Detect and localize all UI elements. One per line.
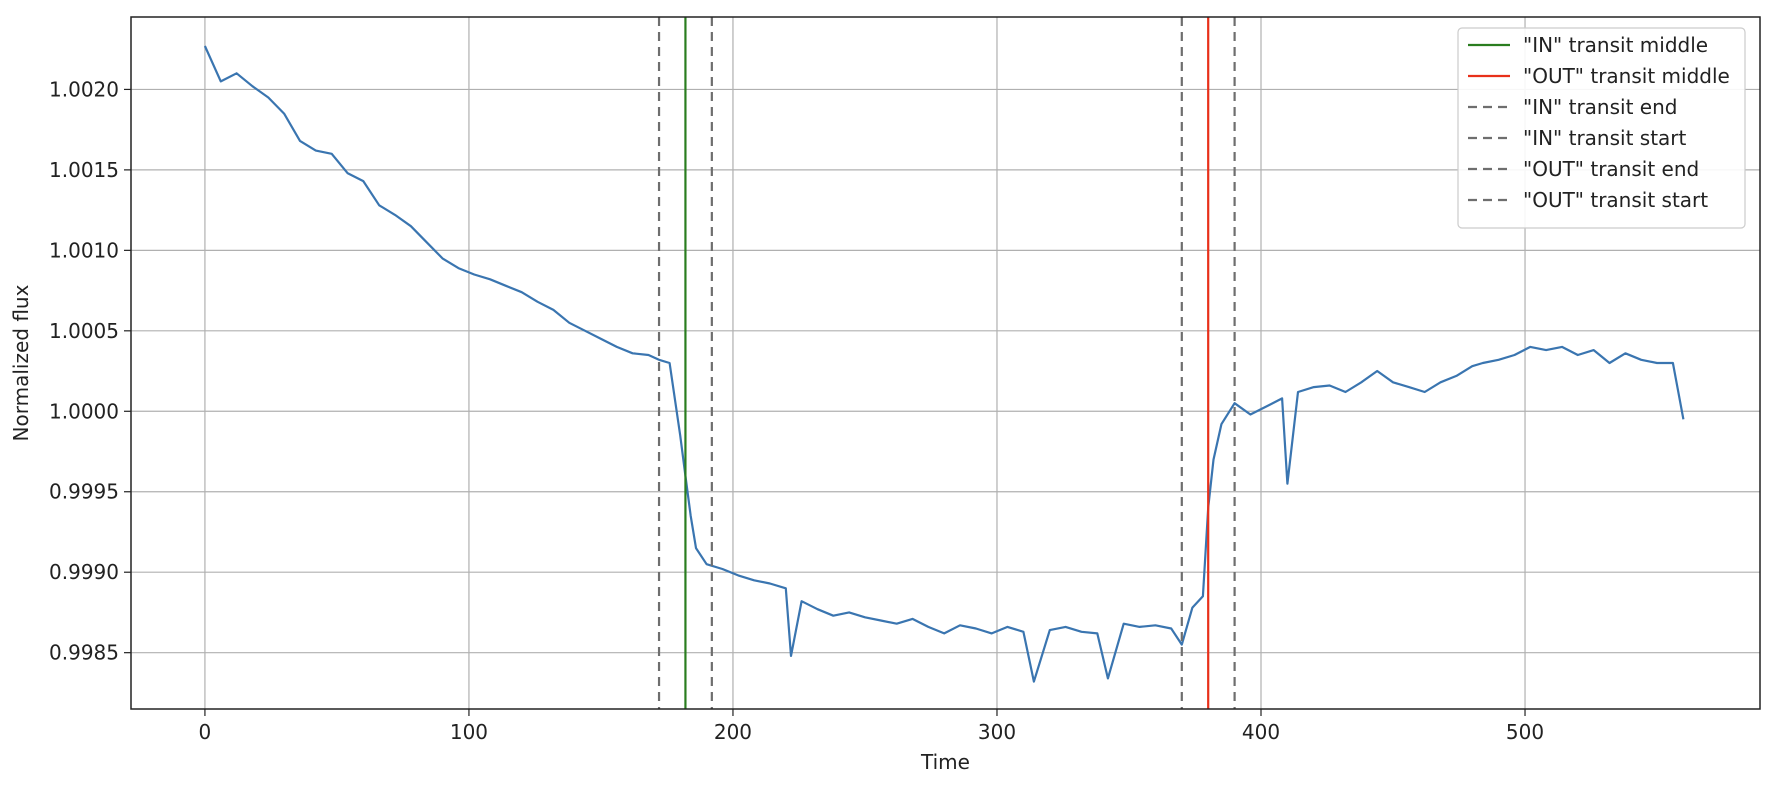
y-tick-label: 1.0010	[49, 238, 119, 262]
x-tick-label: 100	[450, 720, 488, 744]
y-tick-label: 1.0020	[49, 77, 119, 101]
legend-label: "IN" transit start	[1523, 126, 1687, 150]
x-tick-label: 500	[1506, 720, 1544, 744]
y-tick-label: 0.9995	[49, 480, 119, 504]
x-tick-label: 300	[978, 720, 1016, 744]
y-axis-title: Normalized flux	[9, 284, 33, 441]
y-tick-label: 1.0015	[49, 158, 119, 182]
legend-label: "OUT" transit end	[1523, 157, 1699, 181]
flux-series-line	[203, 45, 1685, 683]
legend-label: "IN" transit middle	[1523, 33, 1708, 57]
x-tick-label: 0	[199, 720, 212, 744]
y-tick-label: 0.9985	[49, 641, 119, 665]
legend-box	[1457, 27, 1746, 229]
y-tick-label: 0.9990	[49, 560, 119, 584]
x-tick-label: 400	[1242, 720, 1280, 744]
legend: "IN" transit middle "OUT" transit middle "…	[1457, 27, 1746, 229]
axis-ticks: 0 100 200 300 400 500 0.9985 0.9990 0.9995 1.0000…	[49, 77, 1544, 744]
x-tick-label: 200	[714, 720, 752, 744]
plot-area	[203, 17, 1685, 709]
y-tick-label: 1.0005	[49, 319, 119, 343]
y-tick-label: 1.0000	[49, 399, 119, 423]
legend-label: "IN" transit end	[1523, 95, 1677, 119]
x-axis-title: Time	[920, 750, 970, 774]
grid	[131, 17, 1760, 709]
axes-frame	[130, 16, 1761, 710]
legend-label: "OUT" transit middle	[1523, 64, 1730, 88]
legend-label: "OUT" transit start	[1523, 188, 1708, 212]
